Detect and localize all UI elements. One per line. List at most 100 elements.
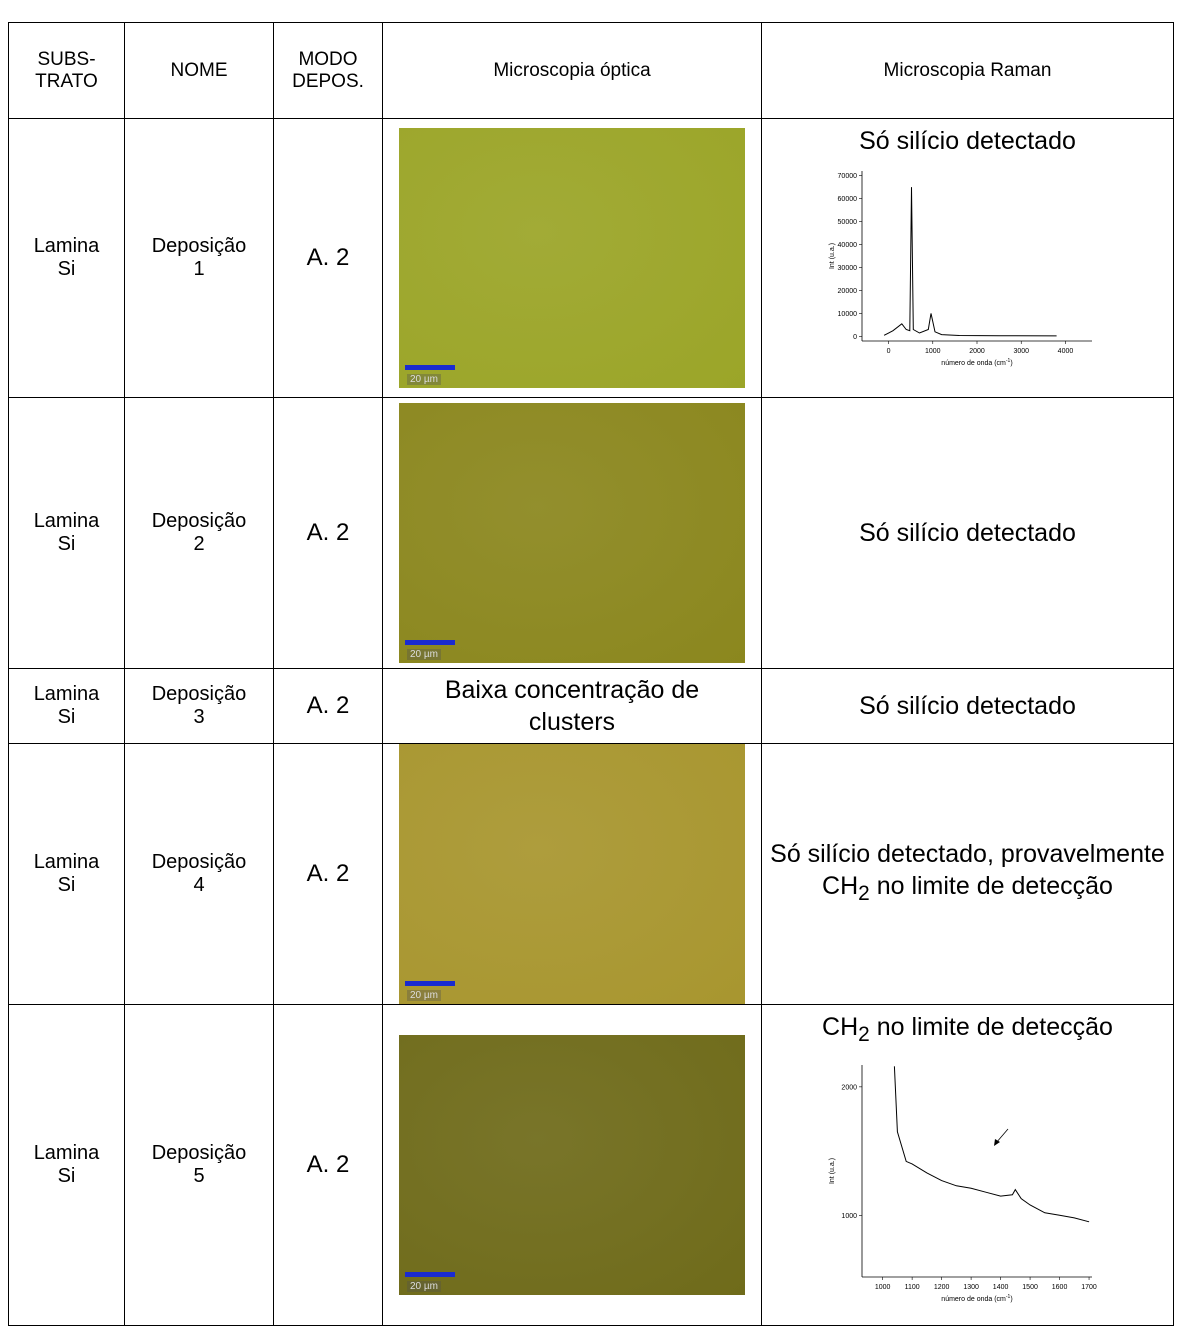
optical-cell: 20 µm bbox=[383, 744, 762, 1005]
y-tick-label: 10000 bbox=[838, 311, 858, 318]
x-tick-label: 1500 bbox=[1022, 1284, 1038, 1291]
x-tick-label: 1100 bbox=[905, 1284, 920, 1291]
micrograph: 20 µm bbox=[399, 1035, 745, 1295]
scale-label: 20 µm bbox=[407, 374, 441, 385]
raman-text-part: Só silício detectado bbox=[859, 127, 1076, 155]
y-tick-label: 2000 bbox=[841, 1084, 857, 1091]
x-tick-label: 4000 bbox=[1058, 348, 1074, 355]
y-tick-label: 1000 bbox=[841, 1213, 857, 1220]
raman-cell: Só silício detectado bbox=[762, 398, 1174, 669]
micrograph: 20 µm bbox=[399, 403, 745, 663]
raman-text-part: Só silício detectado bbox=[859, 519, 1076, 547]
raman-text-part: no limite de detecção bbox=[870, 1013, 1113, 1041]
raman-cell: CH2 no limite de detecção 1000 2000 1000 110… bbox=[762, 1005, 1174, 1326]
scale-label: 20 µm bbox=[407, 649, 441, 660]
x-tick-label: 1300 bbox=[963, 1284, 979, 1291]
x-axis-label-part: número de onda (cm bbox=[941, 360, 1006, 367]
optical-text: Baixa concentração de clusters bbox=[383, 674, 761, 738]
substrate-cell: Lamina Si bbox=[9, 744, 125, 1005]
x-tick-label: 1200 bbox=[934, 1284, 950, 1291]
micrograph: 20 µm bbox=[399, 128, 745, 388]
substrate-cell: Lamina Si bbox=[9, 398, 125, 669]
raman-text-part: Só silício detectado bbox=[859, 692, 1076, 720]
column-header: Microscopia óptica bbox=[383, 23, 762, 119]
y-tick-label: 60000 bbox=[838, 196, 858, 203]
name-cell: Deposição 5 bbox=[125, 1005, 274, 1326]
scale-bar bbox=[405, 365, 455, 370]
raman-text: Só silício detectado bbox=[762, 690, 1173, 722]
x-axis-label-part: ) bbox=[1010, 1296, 1012, 1303]
page: SUBS- TRATONOMEMODO DEPOS.Microscopia óp… bbox=[0, 0, 1181, 1304]
substrate-cell: Lamina Si bbox=[9, 1005, 125, 1326]
raman-text: Só silício detectado, provavelmente CH2 … bbox=[762, 838, 1173, 910]
raman-cell: Só silício detectado bbox=[762, 669, 1174, 744]
y-tick-label: 20000 bbox=[838, 288, 858, 295]
name-cell: Deposição 4 bbox=[125, 744, 274, 1005]
column-header: MODO DEPOS. bbox=[274, 23, 383, 119]
substrate-cell: Lamina Si bbox=[9, 669, 125, 744]
optical-cell: 20 µm bbox=[383, 119, 762, 398]
mode-cell: A. 2 bbox=[274, 1005, 383, 1326]
x-tick-label: 1700 bbox=[1081, 1284, 1097, 1291]
x-tick-label: 1000 bbox=[875, 1284, 891, 1291]
mode-cell: A. 2 bbox=[274, 398, 383, 669]
substrate-cell: Lamina Si bbox=[9, 119, 125, 398]
y-tick-label: 0 bbox=[853, 334, 857, 341]
name-cell: Deposição 1 bbox=[125, 119, 274, 398]
raman-text: Só silício detectado bbox=[762, 517, 1173, 549]
x-axis-label-part: número de onda (cm bbox=[941, 1296, 1006, 1303]
x-tick-label: 2000 bbox=[969, 348, 985, 355]
optical-cell: 20 µm bbox=[383, 398, 762, 669]
x-tick-label: 0 bbox=[887, 348, 891, 355]
x-tick-label: 3000 bbox=[1013, 348, 1029, 355]
optical-cell: Baixa concentração de clusters bbox=[383, 669, 762, 744]
raman-line bbox=[884, 187, 1057, 336]
raman-text: CH2 no limite de detecção bbox=[762, 1011, 1173, 1051]
raman-chart: 1000 2000 1000 1100 1200 1300 1400 1500 1600 1700… bbox=[822, 1057, 1102, 1319]
y-axis-label: Int (u.a.) bbox=[829, 1158, 836, 1184]
y-tick-label: 50000 bbox=[838, 219, 858, 226]
scale-label: 20 µm bbox=[407, 1281, 441, 1292]
raman-text: Só silício detectado bbox=[762, 125, 1173, 157]
scale-bar bbox=[405, 640, 455, 645]
raman-text-part-sub: 2 bbox=[858, 1023, 870, 1046]
x-axis-label: número de onda (cm-1) bbox=[941, 1294, 1012, 1303]
scale-label: 20 µm bbox=[407, 990, 441, 1001]
optical-cell: 20 µm bbox=[383, 1005, 762, 1326]
micrograph: 20 µm bbox=[399, 744, 745, 1004]
x-tick-label: 1400 bbox=[993, 1284, 1009, 1291]
raman-text-part: no limite de detecção bbox=[870, 872, 1113, 900]
name-cell: Deposição 3 bbox=[125, 669, 274, 744]
name-cell: Deposição 2 bbox=[125, 398, 274, 669]
annotation-arrowhead bbox=[994, 1139, 1000, 1146]
y-tick-label: 70000 bbox=[838, 173, 858, 180]
mode-cell: A. 2 bbox=[274, 119, 383, 398]
x-axis-label-part: ) bbox=[1010, 360, 1012, 367]
raman-cell: Só silício detectado, provavelmente CH2 … bbox=[762, 744, 1174, 1005]
mode-cell: A. 2 bbox=[274, 669, 383, 744]
y-tick-label: 30000 bbox=[838, 265, 858, 272]
scale-bar bbox=[405, 981, 455, 986]
y-tick-label: 40000 bbox=[838, 242, 858, 249]
scale-bar bbox=[405, 1272, 455, 1277]
x-axis-label: número de onda (cm-1) bbox=[941, 358, 1012, 367]
chart-holder: 1000 2000 1000 1100 1200 1300 1400 1500 1600 1700… bbox=[822, 1057, 1173, 1325]
raman-line bbox=[894, 1066, 1089, 1222]
column-header: Microscopia Raman bbox=[762, 23, 1174, 119]
column-header: SUBS- TRATO bbox=[9, 23, 125, 119]
column-header: NOME bbox=[125, 23, 274, 119]
raman-text-part-sub: 2 bbox=[858, 882, 870, 905]
raman-text-part: CH bbox=[822, 1013, 858, 1041]
x-tick-label: 1600 bbox=[1052, 1284, 1068, 1291]
mode-cell: A. 2 bbox=[274, 744, 383, 1005]
